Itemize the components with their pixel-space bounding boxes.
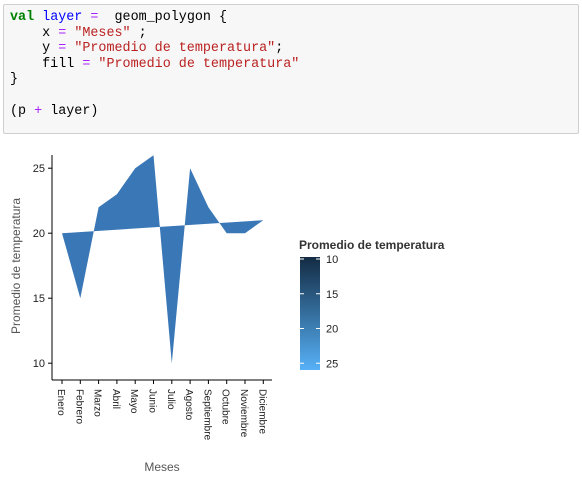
x-tick-label: Marzo	[92, 389, 103, 417]
legend-tick-label: 20	[326, 324, 338, 336]
x-tick-label: Septiembre	[201, 389, 212, 441]
x-tick-label: Enero	[55, 389, 66, 416]
code-token: layer)	[42, 103, 99, 119]
code-token: "Meses"	[74, 25, 131, 41]
code-token: "Promedio de temperatura"	[98, 56, 300, 72]
y-tick-label: 20	[33, 228, 45, 240]
code-token: val	[10, 10, 35, 25]
code-token: (p	[10, 103, 35, 119]
temperature-polygon	[62, 155, 264, 364]
code-line: }	[10, 72, 572, 88]
legend-colorbar	[300, 257, 320, 370]
y-tick-label: 10	[33, 358, 45, 370]
code-token: y	[10, 41, 59, 57]
code-token: }	[10, 72, 19, 88]
x-tick-label: Diciembre	[256, 389, 267, 434]
x-axis-label: Meses	[144, 460, 179, 474]
code-token: =	[90, 10, 99, 25]
code-token: geom_polygon {	[98, 10, 228, 25]
code-token: =	[82, 56, 91, 72]
legend-tick-label: 25	[326, 358, 338, 370]
legend-tick-label: 10	[326, 254, 338, 266]
code-token: "Promedio de temperatura"	[74, 41, 276, 57]
plot-output: 10 15 20 25 Enero Febrero Marzo Abril Mayo Junio J…	[0, 140, 582, 488]
code-editor[interactable]: val layer = geom_polygon { x = "Meses" ;…	[10, 10, 572, 119]
code-token: layer	[42, 10, 83, 25]
legend: Promedio de temperatura 10 15 20 25	[299, 238, 445, 370]
code-token: ;	[130, 25, 147, 41]
code-line: x = "Meses" ;	[10, 26, 572, 42]
x-tick-label: Julio	[165, 389, 176, 410]
legend-tick-label: 15	[326, 289, 338, 301]
x-tick-label: Junio	[147, 389, 158, 413]
code-line: val layer = geom_polygon {	[10, 10, 572, 26]
code-token: fill	[10, 56, 83, 72]
code-token	[34, 10, 42, 25]
y-tick-label: 25	[33, 163, 45, 175]
x-tick-label: Febrero	[73, 389, 84, 424]
code-token: x	[10, 25, 59, 41]
legend-title: Promedio de temperatura	[299, 238, 445, 252]
code-token: +	[34, 103, 43, 119]
code-token: =	[58, 25, 67, 41]
x-tick-label: Abril	[110, 389, 121, 409]
code-cell[interactable]: val layer = geom_polygon { x = "Meses" ;…	[3, 4, 579, 134]
code-line: y = "Promedio de temperatura";	[10, 41, 572, 57]
code-line	[10, 88, 572, 104]
x-tick-label: Agosto	[183, 389, 194, 421]
x-tick-label: Mayo	[128, 389, 139, 414]
y-tick-label: 15	[33, 293, 45, 305]
code-line: fill = "Promedio de temperatura"	[10, 57, 572, 73]
x-tick-label: Noviembre	[238, 389, 249, 438]
y-axis-label: Promedio de temperatura	[9, 198, 23, 334]
x-tick-label: Octubre	[220, 389, 231, 425]
polygon-chart: 10 15 20 25 Enero Febrero Marzo Abril Mayo Junio J…	[9, 155, 445, 474]
code-line: (p + layer)	[10, 104, 572, 120]
code-token: =	[58, 41, 67, 57]
code-token: ;	[275, 41, 284, 57]
